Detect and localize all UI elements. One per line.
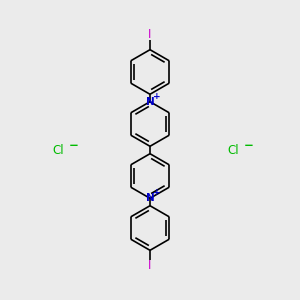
Text: I: I	[148, 260, 152, 272]
Text: +: +	[153, 92, 160, 101]
Text: +: +	[153, 188, 160, 197]
Text: Cl: Cl	[227, 143, 239, 157]
Text: −: −	[68, 139, 78, 152]
Text: N: N	[146, 193, 154, 203]
Text: N: N	[146, 97, 154, 107]
Text: I: I	[148, 28, 152, 40]
Text: −: −	[244, 139, 254, 152]
Text: Cl: Cl	[52, 143, 64, 157]
